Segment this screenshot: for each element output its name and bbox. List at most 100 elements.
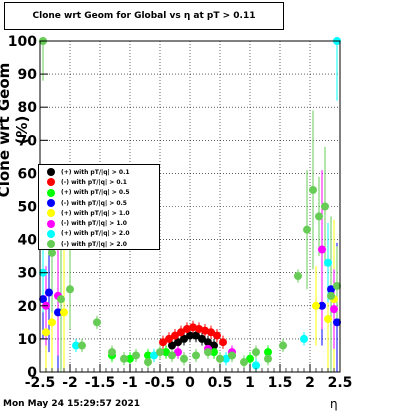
data-point xyxy=(216,354,224,363)
y-tick-label: 90 xyxy=(18,67,38,83)
data-point xyxy=(252,361,260,370)
data-point xyxy=(294,272,302,281)
y-tick-label: 60 xyxy=(18,166,38,182)
data-point xyxy=(144,351,152,360)
data-point xyxy=(180,354,188,363)
legend-label: (-) with pT/|q| > 0.1 xyxy=(61,178,127,186)
data-point xyxy=(120,354,128,363)
data-point xyxy=(198,334,206,343)
data-point xyxy=(210,341,218,350)
data-point xyxy=(309,185,317,194)
y-tick-label: 70 xyxy=(18,133,38,149)
data-point xyxy=(168,341,176,350)
data-point xyxy=(132,351,140,360)
data-point xyxy=(42,328,50,337)
data-point xyxy=(318,301,326,310)
data-point xyxy=(240,358,248,367)
data-point xyxy=(159,338,167,347)
data-point xyxy=(72,341,80,350)
data-point xyxy=(204,338,212,347)
legend-entry: (+) with pT/|q| > 0.1 xyxy=(41,167,157,177)
y-tick-label: 30 xyxy=(18,266,38,282)
data-point xyxy=(39,295,47,304)
data-point xyxy=(126,354,134,363)
chart-title: Clone wrt Geom for Global vs η at pT > 0… xyxy=(4,2,284,30)
data-point xyxy=(219,338,227,347)
data-point xyxy=(318,245,326,254)
y-tick-label: 0 xyxy=(27,365,37,381)
data-point xyxy=(165,334,173,343)
x-tick-label: -1.5 xyxy=(85,375,116,391)
data-point xyxy=(303,225,311,234)
y-tick-label: 20 xyxy=(18,299,38,315)
data-point xyxy=(324,258,332,267)
data-point xyxy=(48,248,56,257)
data-point xyxy=(45,288,53,297)
x-tick-label: -1 xyxy=(122,375,138,391)
data-point xyxy=(48,318,56,327)
legend-label: (+) with pT/|q| > 1.0 xyxy=(61,209,130,217)
data-point xyxy=(150,351,158,360)
data-point xyxy=(174,348,182,357)
data-point xyxy=(210,348,218,357)
legend-label: (+) with pT/|q| > 0.5 xyxy=(61,189,130,197)
x-axis-label: η xyxy=(330,397,338,411)
data-point xyxy=(312,301,320,310)
data-point xyxy=(108,348,116,357)
data-point xyxy=(333,318,341,327)
data-point xyxy=(189,323,197,332)
data-point xyxy=(192,331,200,340)
y-tick-label: 50 xyxy=(18,200,38,216)
data-point xyxy=(327,291,335,300)
legend-marker xyxy=(47,240,55,249)
data-point xyxy=(78,341,86,350)
legend-marker xyxy=(47,168,55,177)
y-tick-label: 40 xyxy=(18,233,38,249)
x-tick-label: 1 xyxy=(245,375,255,391)
data-point xyxy=(324,315,332,324)
data-point xyxy=(162,348,170,357)
data-point xyxy=(186,331,194,340)
data-point xyxy=(207,328,215,337)
data-point xyxy=(93,318,101,327)
data-point xyxy=(57,295,65,304)
legend-marker xyxy=(47,188,55,197)
legend-entry: (-) with pT/|q| > 1.0 xyxy=(41,218,157,228)
data-point xyxy=(279,341,287,350)
legend-marker xyxy=(47,229,55,238)
x-tick-label: 0 xyxy=(185,375,195,391)
data-point xyxy=(183,324,191,333)
data-point xyxy=(228,351,236,360)
legend-entry: (+) with pT/|q| > 1.0 xyxy=(41,208,157,218)
x-tick-label: 2 xyxy=(305,375,315,391)
legend-marker xyxy=(47,219,55,228)
legend: (+) with pT/|q| > 0.1 (-) with pT/|q| > 0… xyxy=(38,164,160,250)
legend-label: (+) with pT/|q| > 2.0 xyxy=(61,230,130,238)
data-point xyxy=(177,328,185,337)
data-point xyxy=(60,308,68,317)
data-point xyxy=(330,305,338,314)
data-point xyxy=(321,202,329,211)
data-point xyxy=(264,348,272,357)
data-point xyxy=(192,351,200,360)
x-tick-label: -2.5 xyxy=(25,375,56,391)
x-tick-label: 0.5 xyxy=(208,375,233,391)
legend-marker xyxy=(47,209,55,218)
data-point xyxy=(201,326,209,335)
data-point xyxy=(144,358,152,367)
legend-entry: (-) with pT/|q| > 0.5 xyxy=(41,198,157,208)
data-point xyxy=(252,348,260,357)
y-axis-label: Clone wrt Geom (%) xyxy=(0,62,31,198)
data-point xyxy=(171,331,179,340)
x-tick-label: -0.5 xyxy=(145,375,176,391)
data-point xyxy=(54,308,62,317)
data-point xyxy=(156,348,164,357)
legend-label: (-) with pT/|q| > 0.5 xyxy=(61,199,127,207)
data-point xyxy=(300,334,308,343)
legend-label: (-) with pT/|q| > 2.0 xyxy=(61,240,127,248)
data-point xyxy=(264,354,272,363)
legend-label: (+) with pT/|q| > 0.1 xyxy=(61,168,130,176)
timestamp: Mon May 24 15:29:57 2021 xyxy=(3,399,141,409)
x-tick-label: 1.5 xyxy=(268,375,293,391)
legend-marker xyxy=(47,178,55,187)
